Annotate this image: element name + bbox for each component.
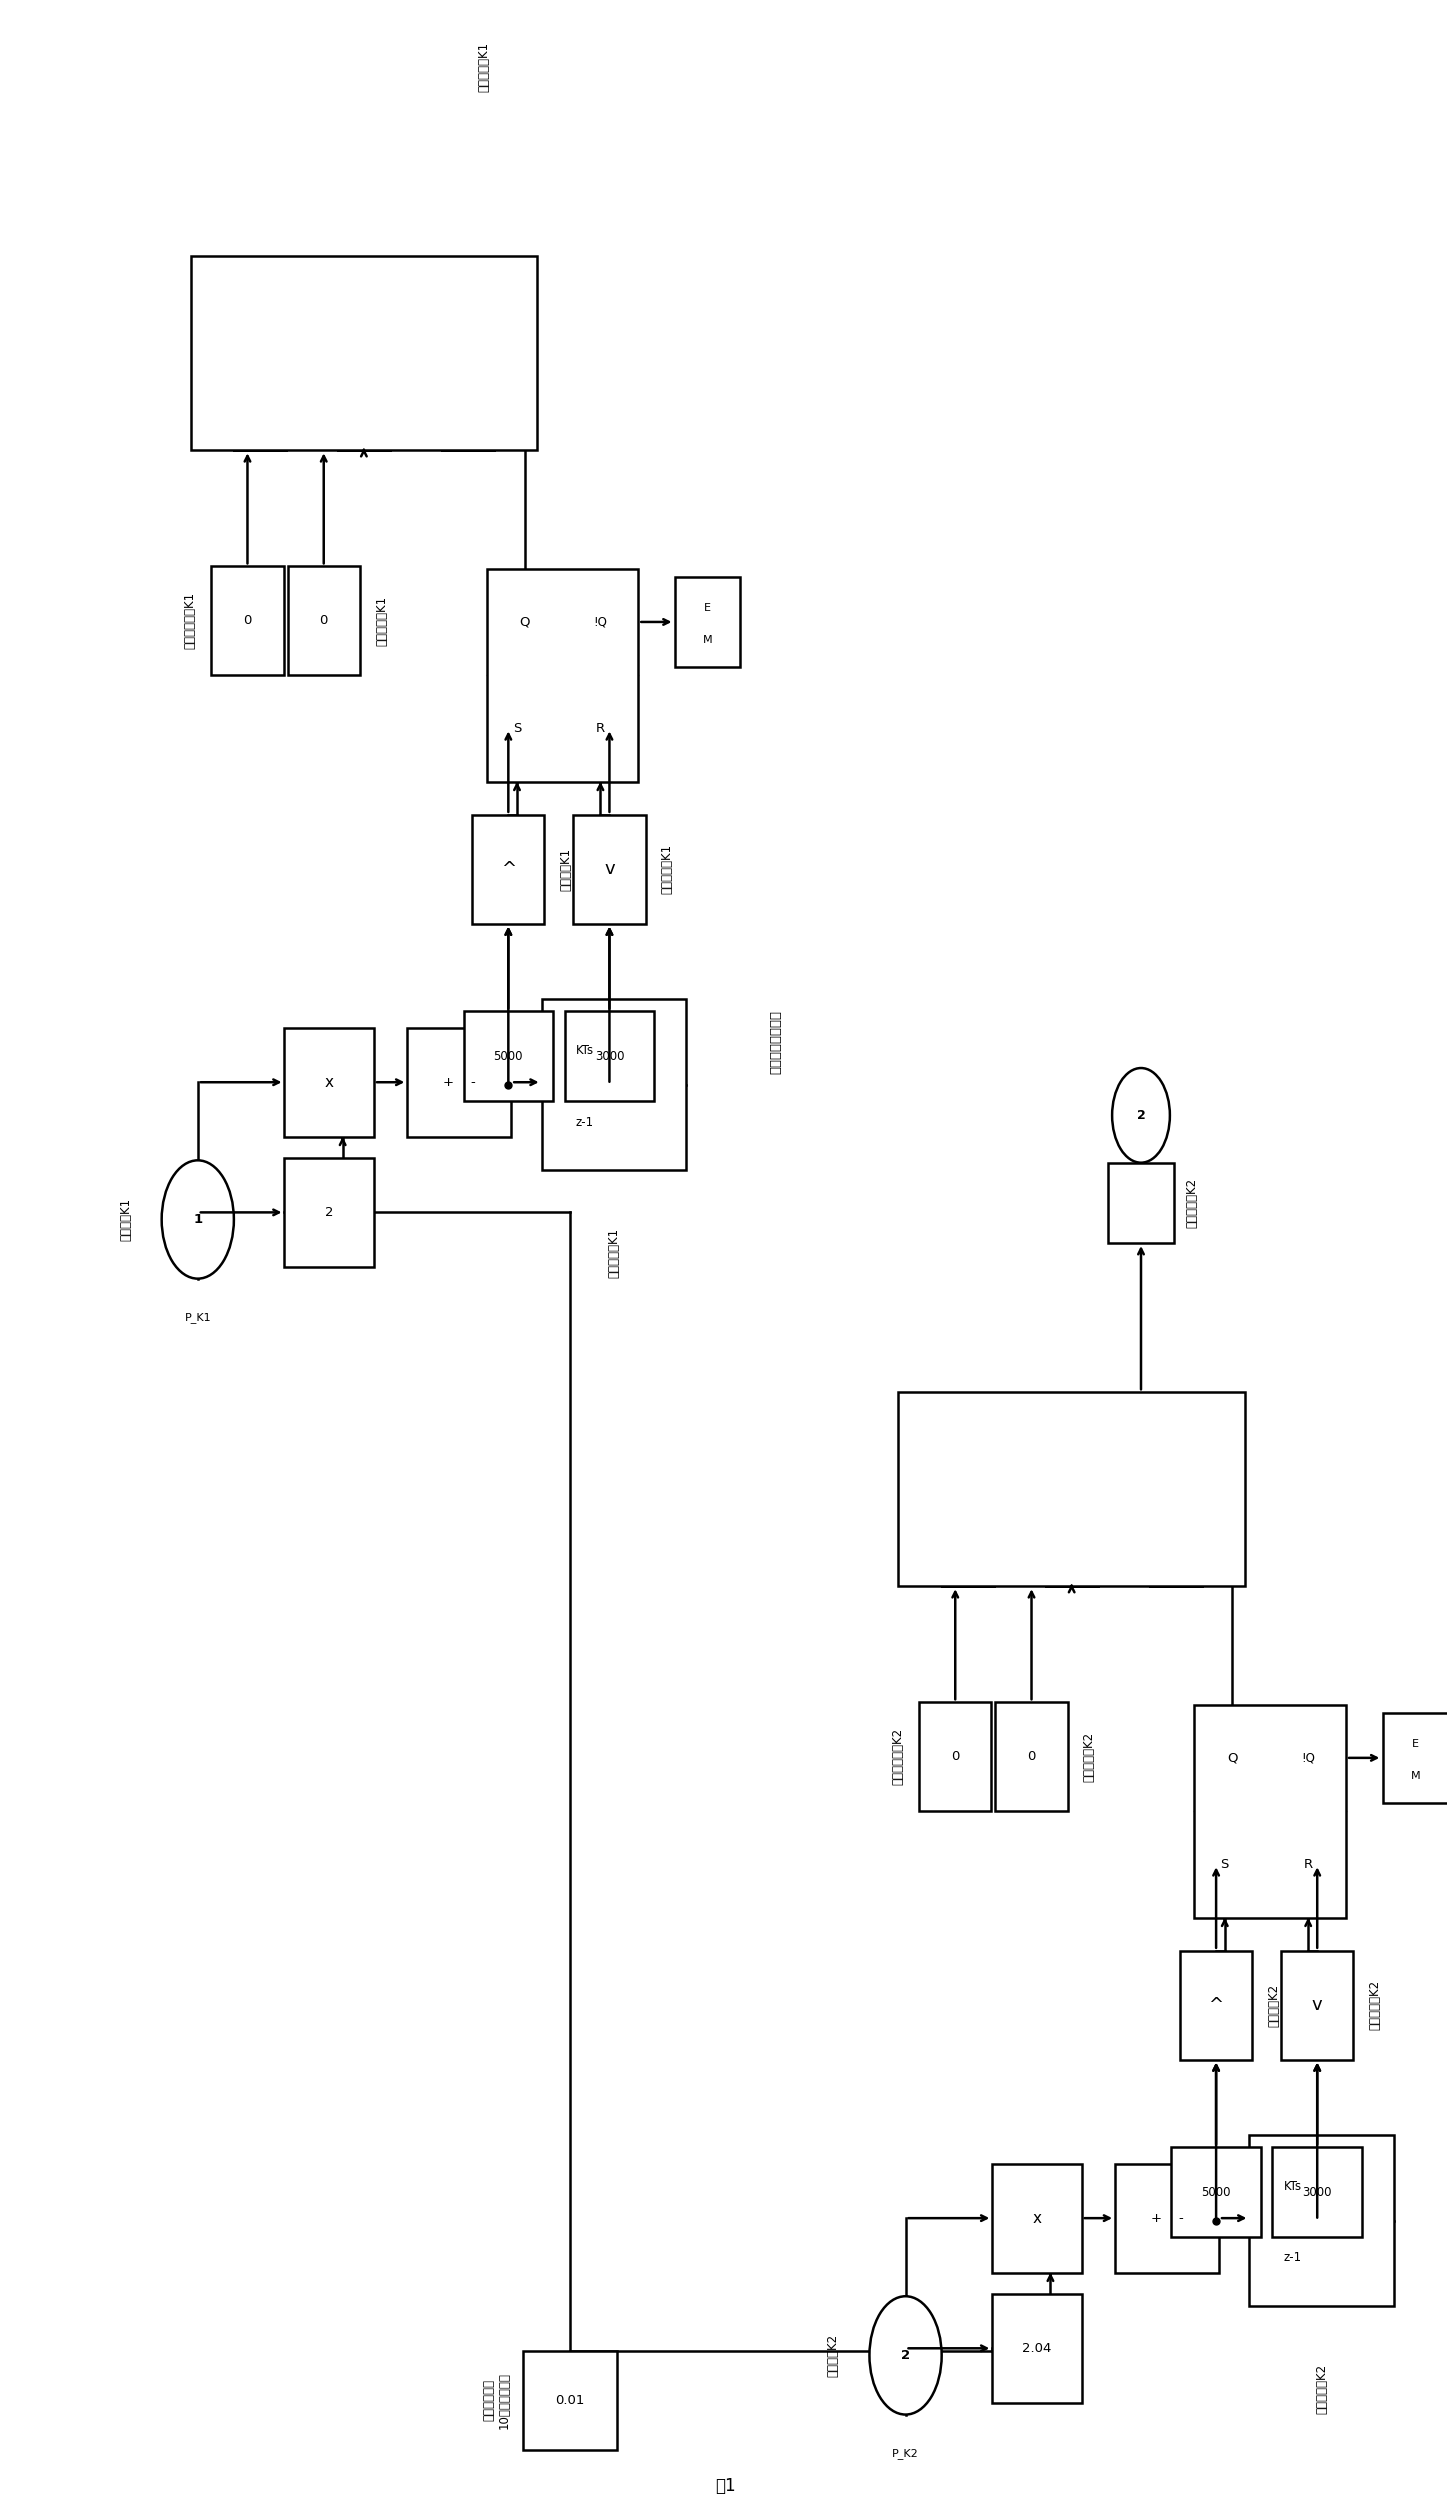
Bar xyxy=(407,1027,512,1135)
Text: 手动的预选值K2: 手动的预选值K2 xyxy=(890,1728,903,1786)
Bar xyxy=(212,565,284,676)
Text: 监控加入的摩擦能: 监控加入的摩擦能 xyxy=(768,1010,782,1075)
Text: 热冲击标记K2: 热冲击标记K2 xyxy=(1185,1178,1198,1228)
Bar xyxy=(284,1158,374,1266)
Bar xyxy=(899,1392,1246,1585)
Text: !Q: !Q xyxy=(1301,1751,1315,1763)
Text: Q: Q xyxy=(1227,1751,1238,1763)
Bar xyxy=(992,2163,1082,2273)
Text: ^: ^ xyxy=(1208,1997,1224,2015)
Bar xyxy=(992,2293,1082,2404)
Text: 授权人预选K1: 授权人预选K1 xyxy=(376,595,389,646)
Text: v: v xyxy=(1312,1997,1322,2015)
Text: M: M xyxy=(703,636,712,646)
Text: 激活阈值K2: 激活阈值K2 xyxy=(1267,1984,1280,2027)
Text: z-1: z-1 xyxy=(1283,2251,1302,2263)
Bar xyxy=(1282,1952,1353,2060)
Text: 在控制器中每
10毫秒进行计算: 在控制器中每 10毫秒进行计算 xyxy=(483,2371,510,2429)
Text: 2: 2 xyxy=(900,2349,911,2361)
Bar xyxy=(541,1000,686,1171)
Text: M: M xyxy=(1411,1771,1420,1781)
Text: S: S xyxy=(513,721,521,736)
Text: !Q: !Q xyxy=(593,615,608,628)
Text: 摩擦功率K2: 摩擦功率K2 xyxy=(826,2334,840,2376)
Text: 0: 0 xyxy=(951,1751,960,1763)
Text: x: x xyxy=(325,1075,334,1090)
Text: +    -: + - xyxy=(1151,2211,1183,2226)
Text: 3000: 3000 xyxy=(1302,2185,1333,2198)
Bar xyxy=(676,578,740,666)
Text: 激活阈值K1: 激活阈值K1 xyxy=(560,847,573,892)
Bar xyxy=(190,256,536,450)
Text: R: R xyxy=(596,721,605,736)
Bar xyxy=(400,28,467,108)
Bar xyxy=(1180,1952,1253,2060)
Text: 0: 0 xyxy=(1027,1751,1035,1763)
Circle shape xyxy=(161,1161,233,1279)
Bar xyxy=(487,568,638,781)
Bar xyxy=(1115,2163,1219,2273)
Bar xyxy=(464,1012,552,1100)
Text: Q: Q xyxy=(519,615,529,628)
Text: 5000: 5000 xyxy=(493,1050,523,1063)
Text: ^: ^ xyxy=(500,859,516,879)
Text: 图1: 图1 xyxy=(715,2477,735,2494)
Bar xyxy=(1250,2135,1393,2306)
Text: 持续地排除K2: 持续地排除K2 xyxy=(1315,2364,1328,2414)
Text: +    -: + - xyxy=(442,1075,476,1088)
Text: P_K1: P_K1 xyxy=(184,1311,212,1324)
Text: S: S xyxy=(1221,1859,1230,1871)
Text: 去激活阈值K2: 去激活阈值K2 xyxy=(1369,1979,1382,2030)
Text: 2: 2 xyxy=(325,1206,334,1218)
Text: v: v xyxy=(605,859,615,879)
Bar xyxy=(287,565,360,676)
Circle shape xyxy=(870,2296,941,2414)
Text: 1: 1 xyxy=(193,1213,203,1226)
Text: 0.01: 0.01 xyxy=(555,2394,584,2406)
Bar xyxy=(1108,1163,1174,1243)
Text: 热冲击标记K1: 热冲击标记K1 xyxy=(477,43,490,93)
Bar xyxy=(523,2351,616,2449)
Bar xyxy=(573,814,645,924)
Text: E: E xyxy=(1412,1738,1420,1748)
Text: P_K2: P_K2 xyxy=(892,2447,919,2459)
Text: z-1: z-1 xyxy=(576,1115,594,1128)
Bar xyxy=(919,1703,992,1811)
Circle shape xyxy=(405,0,463,28)
Bar xyxy=(284,1027,374,1135)
Text: 2.04: 2.04 xyxy=(1022,2341,1051,2354)
Bar xyxy=(1195,1706,1346,1917)
Bar xyxy=(1383,1713,1449,1804)
Text: 授权人预选K2: 授权人预选K2 xyxy=(1083,1731,1096,1781)
Text: KTs: KTs xyxy=(576,1045,594,1058)
Text: 摩擦功率K1: 摩擦功率K1 xyxy=(119,1198,132,1241)
Text: KTs: KTs xyxy=(1283,2180,1302,2193)
Text: x: x xyxy=(1032,2211,1041,2226)
Text: 0: 0 xyxy=(319,615,328,628)
Text: 3000: 3000 xyxy=(594,1050,624,1063)
Text: 5000: 5000 xyxy=(1202,2185,1231,2198)
Bar xyxy=(995,1703,1067,1811)
Circle shape xyxy=(1112,1068,1170,1163)
Text: 去激活阈值K1: 去激活阈值K1 xyxy=(661,844,674,894)
Text: R: R xyxy=(1304,1859,1312,1871)
Bar xyxy=(473,814,544,924)
Text: 0: 0 xyxy=(244,615,252,628)
Text: 2: 2 xyxy=(1137,1108,1146,1123)
Bar xyxy=(564,1012,654,1100)
Text: E: E xyxy=(705,603,710,613)
Text: 持续地排除K1: 持续地排除K1 xyxy=(608,1228,621,1279)
Text: 手动的预选值K1: 手动的预选值K1 xyxy=(183,593,196,648)
Bar xyxy=(1172,2148,1262,2238)
Bar xyxy=(1273,2148,1362,2238)
